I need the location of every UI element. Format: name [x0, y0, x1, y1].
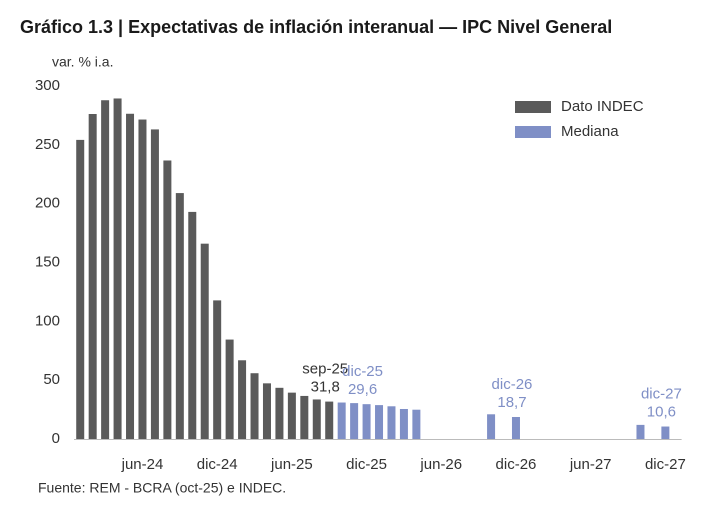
- x-tick-label: dic-24: [197, 456, 238, 473]
- bar: [325, 401, 334, 439]
- bar: [225, 339, 234, 439]
- point-label: dic-25: [342, 363, 383, 380]
- legend-swatch: [515, 126, 551, 138]
- bar: [636, 424, 645, 439]
- bar: [487, 414, 496, 439]
- x-tick-label: jun-25: [270, 456, 313, 473]
- value-label: 10,6: [647, 403, 676, 420]
- bar: [275, 387, 284, 439]
- bar: [163, 160, 172, 439]
- x-tick-label: jun-24: [121, 456, 164, 473]
- x-tick-label: dic-25: [346, 456, 387, 473]
- point-label: dic-26: [492, 376, 533, 393]
- y-tick-label: 0: [52, 430, 60, 447]
- bar: [312, 399, 321, 439]
- y-tick-label: 50: [43, 371, 60, 388]
- y-tick-label: 250: [35, 136, 60, 153]
- point-label: dic-27: [641, 385, 682, 402]
- bar: [387, 406, 396, 439]
- y-tick-label: 150: [35, 253, 60, 270]
- bar: [113, 98, 122, 440]
- value-label: 31,8: [311, 379, 340, 396]
- bar: [412, 409, 421, 439]
- source-note: Fuente: REM - BCRA (oct-25) e INDEC.: [38, 480, 286, 496]
- bar: [76, 139, 85, 439]
- bar: [350, 403, 359, 439]
- legend-label: Mediana: [561, 123, 619, 140]
- chart-title: Gráfico 1.3 | Expectativas de inflación …: [20, 17, 612, 37]
- bar: [88, 114, 97, 439]
- x-tick-label: dic-26: [496, 456, 537, 473]
- bar: [511, 416, 520, 439]
- bar: [101, 100, 110, 439]
- bar: [375, 405, 384, 439]
- bar: [661, 426, 670, 439]
- legend-label: Dato INDEC: [561, 98, 644, 115]
- point-label: sep-25: [302, 361, 348, 378]
- bar: [213, 300, 222, 439]
- x-tick-label: jun-27: [569, 456, 612, 473]
- bar: [138, 119, 147, 439]
- bar: [300, 395, 309, 439]
- bar: [337, 402, 346, 439]
- bar: [150, 129, 159, 439]
- y-axis-label: var. % i.a.: [52, 54, 113, 70]
- bar: [262, 383, 271, 439]
- value-label: 18,7: [497, 394, 526, 411]
- bar: [399, 408, 408, 439]
- y-tick-label: 200: [35, 195, 60, 212]
- legend-swatch: [515, 101, 551, 113]
- bar: [238, 360, 247, 439]
- bar: [188, 211, 197, 439]
- bar: [175, 193, 184, 439]
- y-tick-label: 300: [35, 77, 60, 94]
- bar: [287, 392, 296, 439]
- bar: [250, 373, 259, 439]
- bar: [200, 243, 209, 439]
- bar: [126, 113, 135, 439]
- x-tick-label: dic-27: [645, 456, 686, 473]
- bar: [362, 404, 371, 439]
- value-label: 29,6: [348, 381, 377, 398]
- x-tick-label: jun-26: [419, 456, 462, 473]
- y-tick-label: 100: [35, 312, 60, 329]
